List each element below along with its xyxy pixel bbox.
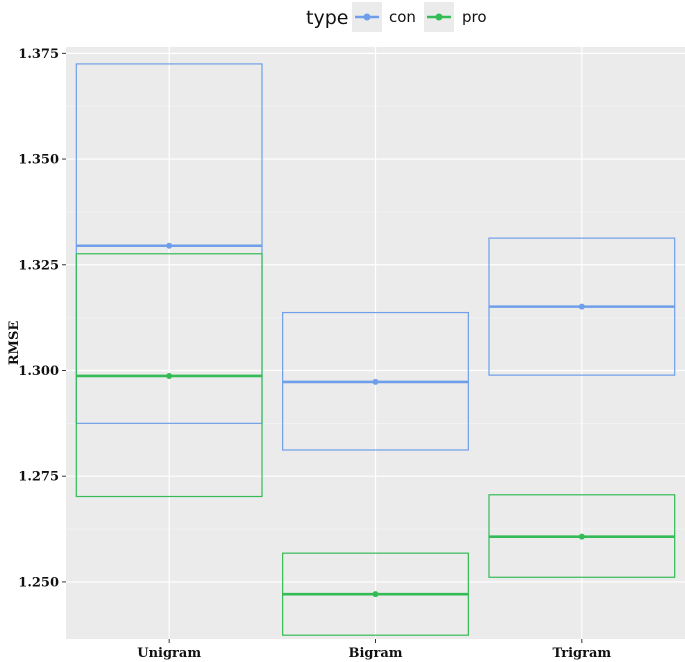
crossbar-mean-point-pro xyxy=(372,591,379,598)
x-tick-label: Trigram xyxy=(553,646,612,661)
legend-title: type xyxy=(306,7,348,29)
legend-key-pro-dot xyxy=(435,13,443,21)
y-tick-label: 1.300 xyxy=(18,364,59,379)
y-tick-label: 1.275 xyxy=(18,470,59,485)
crossbar-mean-point-con xyxy=(372,378,379,385)
x-tick-label: Bigram xyxy=(348,646,402,661)
y-tick-label: 1.375 xyxy=(18,47,59,62)
y-tick-label: 1.325 xyxy=(18,258,59,273)
crossbar-mean-point-con xyxy=(578,303,585,310)
legend-key-con-dot xyxy=(363,13,371,21)
y-tick-label: 1.350 xyxy=(18,153,59,168)
y-axis: 1.250 1.275 1.300 1.325 1.350 1.375 xyxy=(18,47,66,590)
legend-label-pro: pro xyxy=(462,8,487,26)
chart-marks xyxy=(75,63,676,636)
legend-label-con: con xyxy=(389,8,416,26)
crossbar-mean-point-pro xyxy=(578,533,585,540)
x-axis: Unigram Bigram Trigram xyxy=(137,639,611,661)
crossbar-mean-point-pro xyxy=(166,372,173,379)
y-tick-label: 1.250 xyxy=(18,575,59,590)
grid-lines xyxy=(66,47,685,639)
crossbar-mean-point-con xyxy=(166,242,173,249)
x-tick-label: Unigram xyxy=(137,646,201,661)
y-axis-title: RMSE xyxy=(7,321,22,366)
crossbar-box-con xyxy=(75,63,263,424)
legend: type con pro xyxy=(306,2,487,32)
